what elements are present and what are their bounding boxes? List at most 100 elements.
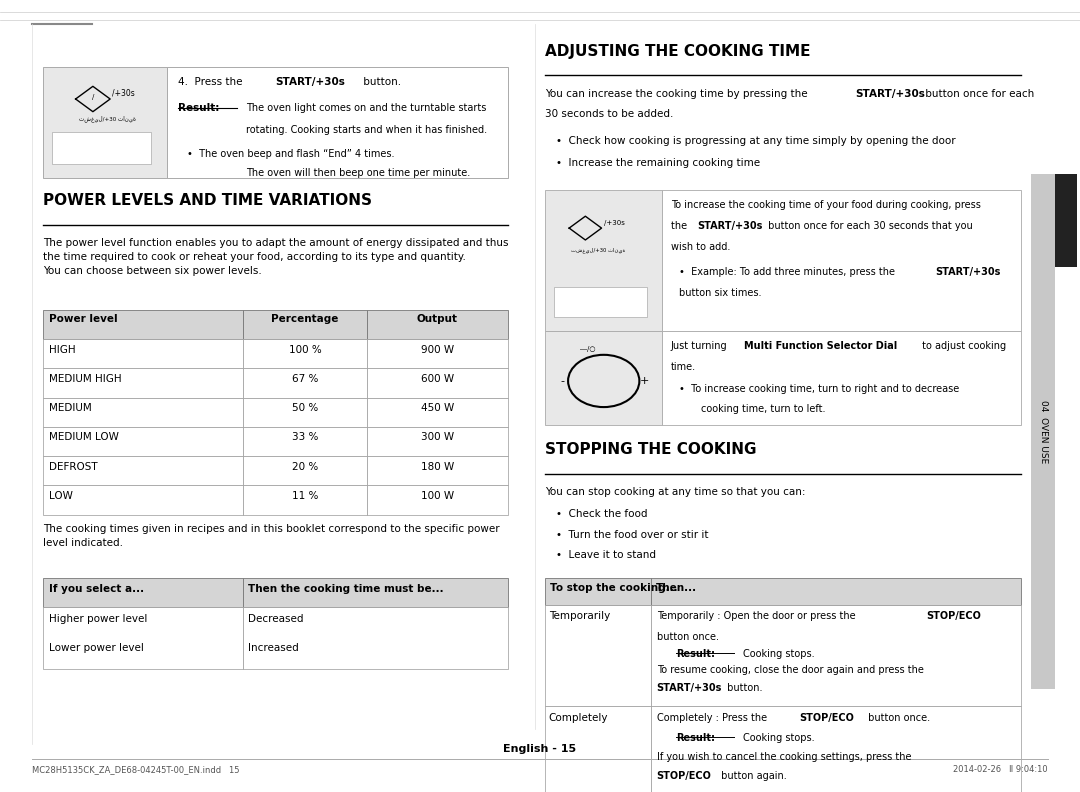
- Text: Lower power level: Lower power level: [49, 643, 144, 653]
- Text: •  Check how cooking is progressing at any time simply by opening the door: • Check how cooking is progressing at an…: [556, 136, 956, 147]
- Bar: [651, 605, 1021, 706]
- Text: button once.: button once.: [657, 632, 718, 642]
- Text: DEFROST: DEFROST: [49, 462, 97, 472]
- Text: /: /: [92, 94, 94, 101]
- Text: STOPPING THE COOKING: STOPPING THE COOKING: [545, 442, 757, 457]
- Text: +: +: [640, 376, 649, 386]
- Text: Completely: Completely: [549, 713, 608, 723]
- Bar: [43, 485, 243, 515]
- Bar: [545, 331, 662, 425]
- Bar: [545, 578, 651, 605]
- Bar: [367, 456, 508, 485]
- Text: If you wish to cancel the cooking settings, press the: If you wish to cancel the cooking settin…: [657, 752, 912, 763]
- Bar: [243, 427, 367, 456]
- Text: The cooking times given in recipes and in this booklet correspond to the specifi: The cooking times given in recipes and i…: [43, 524, 500, 548]
- Bar: [243, 578, 508, 607]
- Text: 100 W: 100 W: [421, 491, 454, 501]
- Text: •  Example: To add three minutes, press the: • Example: To add three minutes, press t…: [679, 267, 899, 277]
- Text: button.: button.: [724, 683, 762, 693]
- Text: wish to add.: wish to add.: [671, 242, 730, 253]
- Text: Power level: Power level: [49, 314, 118, 325]
- Text: Result:: Result:: [676, 733, 715, 744]
- Text: 20 %: 20 %: [292, 462, 319, 472]
- Text: START/+30s: START/+30s: [657, 683, 723, 693]
- Bar: [1055, 174, 1077, 267]
- Text: button once for each 30 seconds that you: button once for each 30 seconds that you: [765, 221, 972, 231]
- Text: •  Check the food: • Check the food: [556, 509, 648, 520]
- Text: If you select a...: If you select a...: [49, 584, 144, 594]
- Bar: [243, 607, 508, 669]
- Text: -: -: [561, 376, 565, 386]
- Text: 67 %: 67 %: [292, 374, 319, 384]
- Text: STOP/ECO: STOP/ECO: [927, 611, 982, 622]
- Text: the: the: [671, 221, 690, 231]
- Text: Then the cooking time must be...: Then the cooking time must be...: [248, 584, 444, 594]
- Text: button six times.: button six times.: [679, 288, 761, 299]
- Text: 30 seconds to be added.: 30 seconds to be added.: [545, 109, 674, 120]
- Text: •  Turn the food over or stir it: • Turn the food over or stir it: [556, 530, 708, 540]
- Text: Cooking stops.: Cooking stops.: [743, 733, 814, 744]
- Bar: [545, 190, 662, 331]
- Text: 600 W: 600 W: [421, 374, 454, 384]
- Bar: [662, 190, 1021, 331]
- Text: •  The oven beep and flash “End” 4 times.: • The oven beep and flash “End” 4 times.: [187, 149, 394, 159]
- Bar: [243, 398, 367, 427]
- Text: 180 W: 180 W: [421, 462, 454, 472]
- Text: Decreased: Decreased: [248, 614, 303, 624]
- Text: to adjust cooking: to adjust cooking: [919, 341, 1007, 351]
- Text: You can stop cooking at any time so that you can:: You can stop cooking at any time so that…: [545, 487, 806, 497]
- Bar: [243, 485, 367, 515]
- Text: MC28H5135CK_ZA_DE68-04245T-00_EN.indd   15: MC28H5135CK_ZA_DE68-04245T-00_EN.indd 15: [32, 765, 240, 774]
- Text: rotating. Cooking starts and when it has finished.: rotating. Cooking starts and when it has…: [246, 125, 487, 135]
- Text: The oven will then beep one time per minute.: The oven will then beep one time per min…: [246, 168, 471, 178]
- Text: cooking time, turn to left.: cooking time, turn to left.: [701, 404, 825, 414]
- Bar: [52, 132, 151, 164]
- Bar: [367, 485, 508, 515]
- Bar: [43, 427, 243, 456]
- Text: STOP/ECO: STOP/ECO: [799, 713, 854, 723]
- Text: Percentage: Percentage: [271, 314, 339, 325]
- Text: MEDIUM LOW: MEDIUM LOW: [49, 432, 119, 443]
- Text: 4.  Press the: 4. Press the: [178, 77, 246, 87]
- Text: POWER LEVELS AND TIME VARIATIONS: POWER LEVELS AND TIME VARIATIONS: [43, 193, 373, 208]
- Text: To stop the cooking...: To stop the cooking...: [550, 583, 677, 593]
- Text: START/+30s: START/+30s: [275, 77, 346, 87]
- Text: Multi Function Selector Dial: Multi Function Selector Dial: [744, 341, 897, 351]
- Text: 2014-02-26   Ⅱ 9:04:10: 2014-02-26 Ⅱ 9:04:10: [953, 765, 1048, 774]
- Text: 900 W: 900 W: [421, 345, 454, 355]
- Bar: [651, 578, 1021, 605]
- Bar: [243, 310, 367, 339]
- Text: button.: button.: [360, 77, 401, 87]
- Text: Cooking stops.: Cooking stops.: [743, 649, 814, 659]
- Bar: [243, 339, 367, 368]
- Bar: [1031, 174, 1055, 689]
- Text: The power level function enables you to adapt the amount of energy dissipated an: The power level function enables you to …: [43, 238, 509, 276]
- Bar: [367, 368, 508, 398]
- Text: 50 %: 50 %: [292, 403, 319, 413]
- Bar: [43, 607, 243, 669]
- Bar: [651, 706, 1021, 792]
- Text: Increased: Increased: [248, 643, 299, 653]
- Text: Output: Output: [417, 314, 458, 325]
- Text: 450 W: 450 W: [421, 403, 454, 413]
- Text: button once for each: button once for each: [922, 89, 1035, 99]
- Text: 11 %: 11 %: [292, 491, 319, 501]
- Text: 300 W: 300 W: [421, 432, 454, 443]
- Text: HIGH: HIGH: [49, 345, 76, 355]
- Bar: [43, 578, 243, 607]
- Text: button again.: button again.: [718, 771, 787, 781]
- Text: Temporarily : Open the door or press the: Temporarily : Open the door or press the: [657, 611, 859, 622]
- Text: Completely : Press the: Completely : Press the: [657, 713, 770, 723]
- Bar: [43, 456, 243, 485]
- Text: To resume cooking, close the door again and press the: To resume cooking, close the door again …: [657, 665, 923, 676]
- Text: 100 %: 100 %: [288, 345, 322, 355]
- Text: تشغيل/+30 ثانية: تشغيل/+30 ثانية: [79, 116, 136, 122]
- Bar: [243, 368, 367, 398]
- Text: •  To increase cooking time, turn to right and to decrease: • To increase cooking time, turn to righ…: [679, 384, 959, 394]
- Text: START/+30s: START/+30s: [698, 221, 764, 231]
- Bar: [243, 456, 367, 485]
- Text: •  Increase the remaining cooking time: • Increase the remaining cooking time: [556, 158, 760, 168]
- Text: /+30s: /+30s: [112, 89, 135, 98]
- Bar: [662, 331, 1021, 425]
- Bar: [43, 368, 243, 398]
